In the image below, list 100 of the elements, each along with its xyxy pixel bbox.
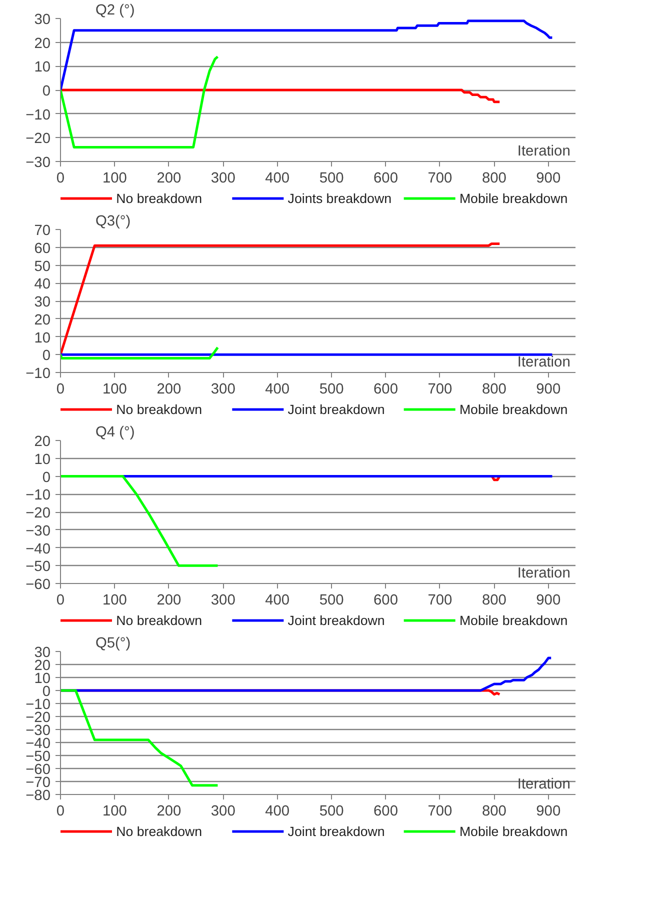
x-tick-label: 600	[374, 382, 398, 398]
chart-title: Q3(°)	[96, 214, 131, 230]
y-tick-label: 0	[42, 348, 51, 364]
x-axis-title: Iteration	[517, 566, 570, 582]
legend-label: Joint breakdown	[288, 824, 385, 839]
x-tick-label: 200	[156, 382, 182, 398]
line-series	[60, 689, 219, 787]
x-tick-label: 100	[102, 804, 127, 820]
x-tick-label: 100	[102, 592, 127, 608]
y-tick-label: 10	[34, 452, 51, 468]
y-tick-label: 10	[34, 60, 51, 76]
y-tick-label: −20	[26, 506, 51, 522]
y-tick-label: −10	[26, 488, 51, 504]
legend-label: Joint breakdown	[288, 402, 385, 417]
x-tick-label: 200	[156, 170, 182, 186]
x-tick-label: 600	[374, 804, 398, 820]
y-tick-label: −30	[26, 155, 51, 171]
x-tick-label: 400	[265, 382, 290, 398]
y-tick-label: 0	[42, 470, 51, 486]
y-tick-label: −20	[26, 710, 51, 726]
x-tick-label: 500	[319, 382, 344, 398]
legend-label: No breakdown	[116, 191, 202, 206]
x-tick-label: 600	[374, 170, 398, 186]
x-tick-label: 100	[102, 170, 127, 186]
x-tick-label: 500	[319, 170, 344, 186]
x-tick-label: 800	[482, 170, 506, 186]
y-tick-label: −20	[26, 131, 51, 148]
legend-label: Mobile breakdown	[459, 191, 568, 206]
x-tick-label: 300	[210, 170, 236, 186]
x-tick-label: 500	[319, 804, 344, 820]
chart-title: Q5(°)	[96, 636, 131, 652]
legend-label: Joints breakdown	[288, 191, 392, 206]
y-tick-label: −10	[26, 697, 51, 713]
x-tick-label: 0	[56, 592, 65, 608]
y-tick-label: 20	[34, 312, 51, 328]
y-tick-label: 30	[34, 645, 51, 661]
x-tick-label: 100	[102, 382, 127, 398]
x-tick-label: 500	[319, 592, 344, 608]
x-axis-title: Iteration	[517, 144, 570, 160]
x-tick-label: 600	[374, 592, 398, 608]
legend-label: Mobile breakdown	[459, 824, 568, 839]
x-tick-label: 400	[265, 592, 290, 608]
x-tick-label: 900	[536, 170, 561, 186]
x-tick-label: 300	[210, 592, 236, 608]
y-tick-label: 0	[42, 684, 51, 700]
x-tick-label: 0	[56, 382, 65, 398]
x-tick-label: 400	[265, 170, 290, 186]
x-tick-label: 300	[210, 382, 236, 398]
y-tick-label: −40	[26, 541, 51, 558]
x-tick-label: 800	[482, 382, 506, 398]
x-tick-label: 200	[156, 592, 182, 608]
line-series	[60, 475, 219, 567]
x-tick-label: 700	[428, 382, 452, 398]
line-series	[60, 55, 219, 148]
y-tick-label: −70	[26, 775, 51, 791]
x-tick-label: 900	[536, 592, 561, 608]
x-tick-label: 900	[536, 804, 561, 820]
y-tick-label: −60	[26, 577, 51, 593]
x-tick-label: 800	[482, 592, 506, 608]
y-tick-label: −50	[26, 749, 51, 765]
x-tick-label: 700	[428, 804, 452, 820]
y-tick-label: 20	[34, 658, 51, 674]
x-tick-label: 0	[56, 170, 65, 186]
x-tick-label: 700	[428, 592, 452, 608]
y-tick-label: −10	[26, 366, 51, 382]
line-series	[60, 88, 501, 104]
legend-label: Joint breakdown	[288, 613, 385, 628]
y-tick-label: 0	[42, 84, 51, 100]
y-tick-label: −60	[26, 762, 51, 778]
legend-label: No breakdown	[116, 613, 202, 628]
y-tick-label: −40	[26, 736, 51, 752]
y-tick-label: −80	[26, 788, 51, 804]
line-series	[60, 20, 554, 92]
x-tick-label: 700	[428, 170, 452, 186]
y-tick-label: −30	[26, 523, 51, 540]
x-tick-label: 0	[56, 804, 65, 820]
line-series	[60, 346, 219, 360]
y-tick-label: −50	[26, 559, 51, 576]
y-tick-label: −30	[26, 723, 51, 739]
chart-title: Q4 (°)	[96, 424, 135, 440]
x-tick-label: 400	[265, 804, 290, 820]
legend-label: No breakdown	[116, 402, 202, 417]
x-tick-label: 300	[210, 804, 236, 820]
x-tick-label: 900	[536, 382, 561, 398]
chart-title: Q2 (°)	[96, 2, 135, 18]
y-tick-label: 60	[34, 240, 51, 257]
y-tick-label: 10	[34, 330, 51, 346]
x-tick-label: 800	[482, 804, 506, 820]
legend-label: Mobile breakdown	[459, 402, 568, 417]
y-tick-label: 20	[34, 434, 51, 450]
x-axis-title: Iteration	[517, 354, 570, 370]
y-tick-label: 30	[34, 12, 51, 28]
y-tick-label: 40	[34, 276, 51, 293]
legend-label: Mobile breakdown	[459, 613, 568, 628]
y-tick-label: −10	[26, 107, 51, 124]
y-tick-label: 30	[34, 294, 51, 310]
y-tick-label: 10	[34, 671, 51, 687]
y-tick-label: 20	[34, 36, 51, 52]
legend-label: No breakdown	[116, 824, 202, 839]
y-tick-label: 50	[34, 258, 51, 275]
